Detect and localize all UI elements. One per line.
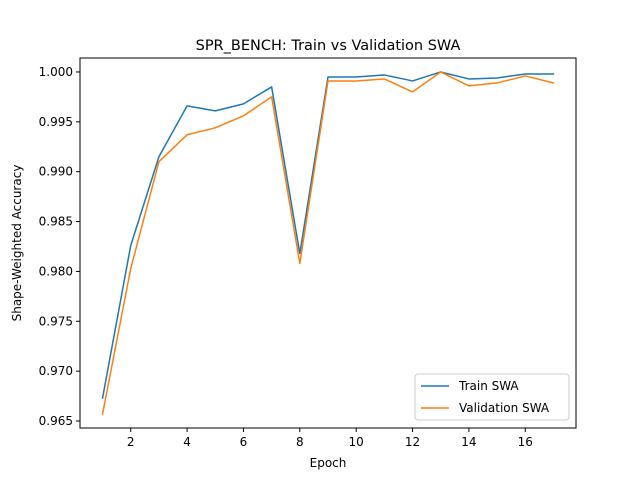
chart-title: SPR_BENCH: Train vs Validation SWA (196, 38, 461, 54)
series-lines (101, 71, 555, 415)
x-tick-label: 2 (127, 435, 135, 449)
y-tick-label: 0.985 (39, 215, 73, 229)
y-tick-label: 1.000 (39, 65, 73, 79)
x-tick-label: 16 (518, 435, 533, 449)
x-tick-label: 12 (405, 435, 420, 449)
legend-label-train: Train SWA (458, 379, 519, 393)
legend: Train SWA Validation SWA (414, 373, 570, 421)
x-tick-label: 8 (296, 435, 304, 449)
legend-label-validation: Validation SWA (459, 401, 550, 415)
y-tick-label: 0.990 (39, 165, 73, 179)
x-tick-label: 10 (349, 435, 364, 449)
x-tick-label: 4 (183, 435, 191, 449)
y-axis: 0.965 0.970 0.975 0.980 0.985 0.990 0.995 1.000 (39, 65, 80, 428)
y-tick-label: 0.970 (39, 364, 73, 378)
y-tick-label: 0.965 (39, 414, 73, 428)
plot-area: 2 4 6 8 10 12 14 16 0.9650.9700.9750.9800.9850.… (39, 57, 577, 449)
legend-frame (414, 373, 570, 421)
y-tick-label: 0.980 (39, 264, 73, 278)
series-line-validation (101, 71, 555, 415)
y-axis-label: Shape-Weighted Accuracy (10, 165, 24, 322)
plot-frame (79, 57, 577, 429)
x-tick-label: 14 (461, 435, 476, 449)
x-axis-label: Epoch (310, 456, 347, 470)
x-axis: 2 4 6 8 10 12 14 16 (127, 428, 533, 449)
y-tick-label: 0.975 (39, 314, 73, 328)
x-tick-label: 6 (240, 435, 248, 449)
series-line-train (101, 71, 555, 399)
y-tick-label: 0.995 (39, 115, 73, 129)
